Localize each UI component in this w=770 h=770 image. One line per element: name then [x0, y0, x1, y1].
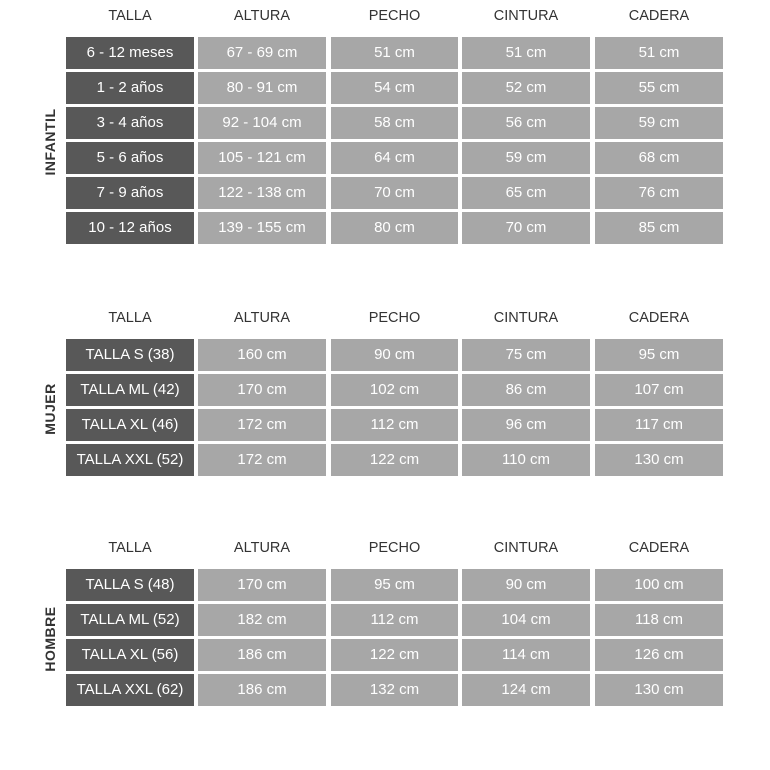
- size-cell: TALLA XXL (52): [66, 444, 194, 476]
- size-cell: TALLA S (48): [66, 569, 194, 601]
- measure-cell: 68 cm: [595, 142, 723, 174]
- column-header: ALTURA: [233, 8, 291, 24]
- measure-cell: 95 cm: [331, 569, 458, 601]
- measure-cell: 117 cm: [595, 409, 723, 441]
- measure-cell: 182 cm: [198, 604, 326, 636]
- size-cell: 10 - 12 años: [66, 212, 194, 244]
- measure-cell: 96 cm: [462, 409, 590, 441]
- measure-cell: 186 cm: [198, 674, 326, 706]
- measure-cell: 51 cm: [595, 37, 723, 69]
- size-cell: TALLA XL (56): [66, 639, 194, 671]
- measure-cell: 76 cm: [595, 177, 723, 209]
- column-header: CINTURA: [493, 310, 559, 326]
- measure-cell: 80 - 91 cm: [198, 72, 326, 104]
- measure-cell: 170 cm: [198, 374, 326, 406]
- size-cell: TALLA S (38): [66, 339, 194, 371]
- column-header: CINTURA: [493, 540, 559, 556]
- measure-cell: 54 cm: [331, 72, 458, 104]
- measure-cell: 104 cm: [462, 604, 590, 636]
- measure-cell: 139 - 155 cm: [198, 212, 326, 244]
- column-header: TALLA: [108, 8, 152, 24]
- measure-cell: 92 - 104 cm: [198, 107, 326, 139]
- measure-cell: 110 cm: [462, 444, 590, 476]
- measure-cell: 102 cm: [331, 374, 458, 406]
- measure-cell: 132 cm: [331, 674, 458, 706]
- size-cell: 1 - 2 años: [66, 72, 194, 104]
- measure-cell: 51 cm: [331, 37, 458, 69]
- measure-cell: 90 cm: [462, 569, 590, 601]
- measure-cell: 70 cm: [331, 177, 458, 209]
- measure-cell: 122 - 138 cm: [198, 177, 326, 209]
- size-cell: TALLA ML (42): [66, 374, 194, 406]
- measure-cell: 95 cm: [595, 339, 723, 371]
- measure-cell: 67 - 69 cm: [198, 37, 326, 69]
- measure-cell: 100 cm: [595, 569, 723, 601]
- column-header: CADERA: [628, 8, 690, 24]
- column-header: ALTURA: [233, 540, 291, 556]
- measure-cell: 122 cm: [331, 444, 458, 476]
- column-header: PECHO: [368, 8, 421, 24]
- measure-cell: 86 cm: [462, 374, 590, 406]
- size-cell: TALLA XL (46): [66, 409, 194, 441]
- section-label: HOMBRE: [42, 606, 58, 672]
- column-header: TALLA: [108, 310, 152, 326]
- measure-cell: 85 cm: [595, 212, 723, 244]
- measure-cell: 65 cm: [462, 177, 590, 209]
- measure-cell: 172 cm: [198, 444, 326, 476]
- measure-cell: 124 cm: [462, 674, 590, 706]
- measure-cell: 126 cm: [595, 639, 723, 671]
- measure-cell: 51 cm: [462, 37, 590, 69]
- section-label: INFANTIL: [42, 108, 58, 176]
- measure-cell: 118 cm: [595, 604, 723, 636]
- measure-cell: 186 cm: [198, 639, 326, 671]
- size-cell: 7 - 9 años: [66, 177, 194, 209]
- size-cell: 5 - 6 años: [66, 142, 194, 174]
- column-header: PECHO: [368, 310, 421, 326]
- section-label: MUJER: [42, 383, 58, 435]
- measure-cell: 90 cm: [331, 339, 458, 371]
- measure-cell: 114 cm: [462, 639, 590, 671]
- column-header: PECHO: [368, 540, 421, 556]
- measure-cell: 112 cm: [331, 604, 458, 636]
- measure-cell: 56 cm: [462, 107, 590, 139]
- measure-cell: 59 cm: [462, 142, 590, 174]
- measure-cell: 75 cm: [462, 339, 590, 371]
- column-header: CADERA: [628, 540, 690, 556]
- measure-cell: 55 cm: [595, 72, 723, 104]
- measure-cell: 112 cm: [331, 409, 458, 441]
- column-header: CADERA: [628, 310, 690, 326]
- measure-cell: 58 cm: [331, 107, 458, 139]
- column-header: TALLA: [108, 540, 152, 556]
- measure-cell: 107 cm: [595, 374, 723, 406]
- measure-cell: 170 cm: [198, 569, 326, 601]
- measure-cell: 122 cm: [331, 639, 458, 671]
- measure-cell: 105 - 121 cm: [198, 142, 326, 174]
- size-cell: 6 - 12 meses: [66, 37, 194, 69]
- measure-cell: 52 cm: [462, 72, 590, 104]
- measure-cell: 64 cm: [331, 142, 458, 174]
- size-cell: 3 - 4 años: [66, 107, 194, 139]
- size-cell: TALLA ML (52): [66, 604, 194, 636]
- measure-cell: 59 cm: [595, 107, 723, 139]
- measure-cell: 80 cm: [331, 212, 458, 244]
- measure-cell: 172 cm: [198, 409, 326, 441]
- size-cell: TALLA XXL (62): [66, 674, 194, 706]
- measure-cell: 70 cm: [462, 212, 590, 244]
- measure-cell: 130 cm: [595, 674, 723, 706]
- measure-cell: 130 cm: [595, 444, 723, 476]
- column-header: CINTURA: [493, 8, 559, 24]
- column-header: ALTURA: [233, 310, 291, 326]
- measure-cell: 160 cm: [198, 339, 326, 371]
